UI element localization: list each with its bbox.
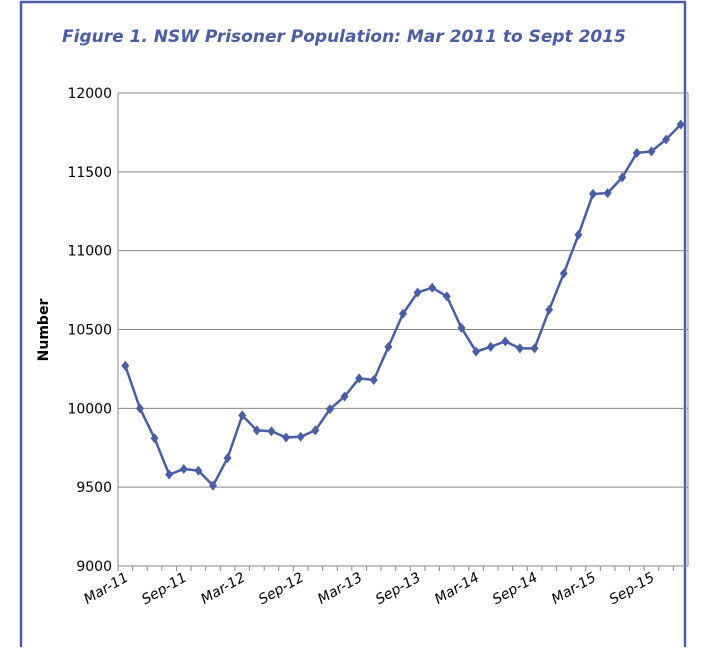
- x-tick-label: Mar-13: [315, 570, 365, 608]
- y-tick-label: 10500: [67, 323, 112, 339]
- x-tick-label: Sep-13: [373, 570, 424, 608]
- data-point: [413, 287, 422, 298]
- data-point: [209, 480, 217, 491]
- data-point: [311, 425, 320, 436]
- data-point: [530, 343, 539, 354]
- data-point: [223, 452, 232, 463]
- data-point: [515, 343, 524, 354]
- x-tick-label: Sep-12: [256, 570, 307, 609]
- data-point: [267, 426, 276, 437]
- x-tick-label: Mar-15: [549, 570, 599, 608]
- data-point: [632, 147, 641, 158]
- y-tick-label: 11500: [67, 165, 112, 181]
- data-point: [325, 404, 334, 415]
- chart-title: Figure 1. NSW Prisoner Population: Mar 2…: [62, 27, 626, 47]
- data-point: [282, 432, 291, 443]
- data-point: [150, 433, 159, 444]
- data-point: [457, 322, 466, 333]
- data-point: [472, 346, 481, 357]
- data-point: [369, 374, 378, 385]
- data-point: [399, 308, 407, 319]
- x-tick-label: Mar-11: [81, 570, 131, 608]
- data-point: [662, 134, 671, 145]
- y-tick-label: 10000: [67, 401, 112, 417]
- data-point: [238, 410, 247, 421]
- data-point: [589, 188, 597, 199]
- data-point: [340, 391, 349, 402]
- data-point: [355, 373, 364, 384]
- data-point: [545, 304, 554, 315]
- frame: [19, 0, 687, 651]
- data-point: [252, 425, 261, 436]
- data-point: [384, 341, 393, 352]
- data-point: [296, 431, 305, 442]
- data-point: [135, 403, 144, 414]
- data-point: [647, 146, 656, 157]
- data-point: [121, 360, 130, 371]
- y-tick-label: 11000: [67, 244, 112, 260]
- data-point: [603, 188, 612, 199]
- data-point: [676, 119, 685, 130]
- y-tick-label: 9000: [76, 559, 112, 575]
- x-tick-label: Mar-14: [432, 570, 482, 608]
- data-point: [165, 469, 174, 480]
- data-point: [618, 172, 627, 183]
- y-tick-label: 9500: [76, 480, 112, 496]
- x-tick-label: Sep-14: [490, 570, 541, 608]
- data-point: [194, 465, 203, 476]
- x-tick-label: Sep-11: [139, 570, 190, 608]
- data-point: [428, 282, 437, 293]
- data-point: [442, 291, 451, 302]
- data-point: [486, 341, 495, 352]
- data-point: [501, 336, 510, 347]
- y-axis-label: Number: [36, 299, 52, 362]
- data-point: [574, 229, 583, 240]
- y-tick-label: 12000: [67, 86, 112, 102]
- x-tick-label: Mar-12: [198, 570, 248, 608]
- data-point: [559, 268, 568, 279]
- data-point: [179, 464, 188, 475]
- data-line: [124, 123, 682, 488]
- x-tick-label: Sep-15: [607, 570, 658, 609]
